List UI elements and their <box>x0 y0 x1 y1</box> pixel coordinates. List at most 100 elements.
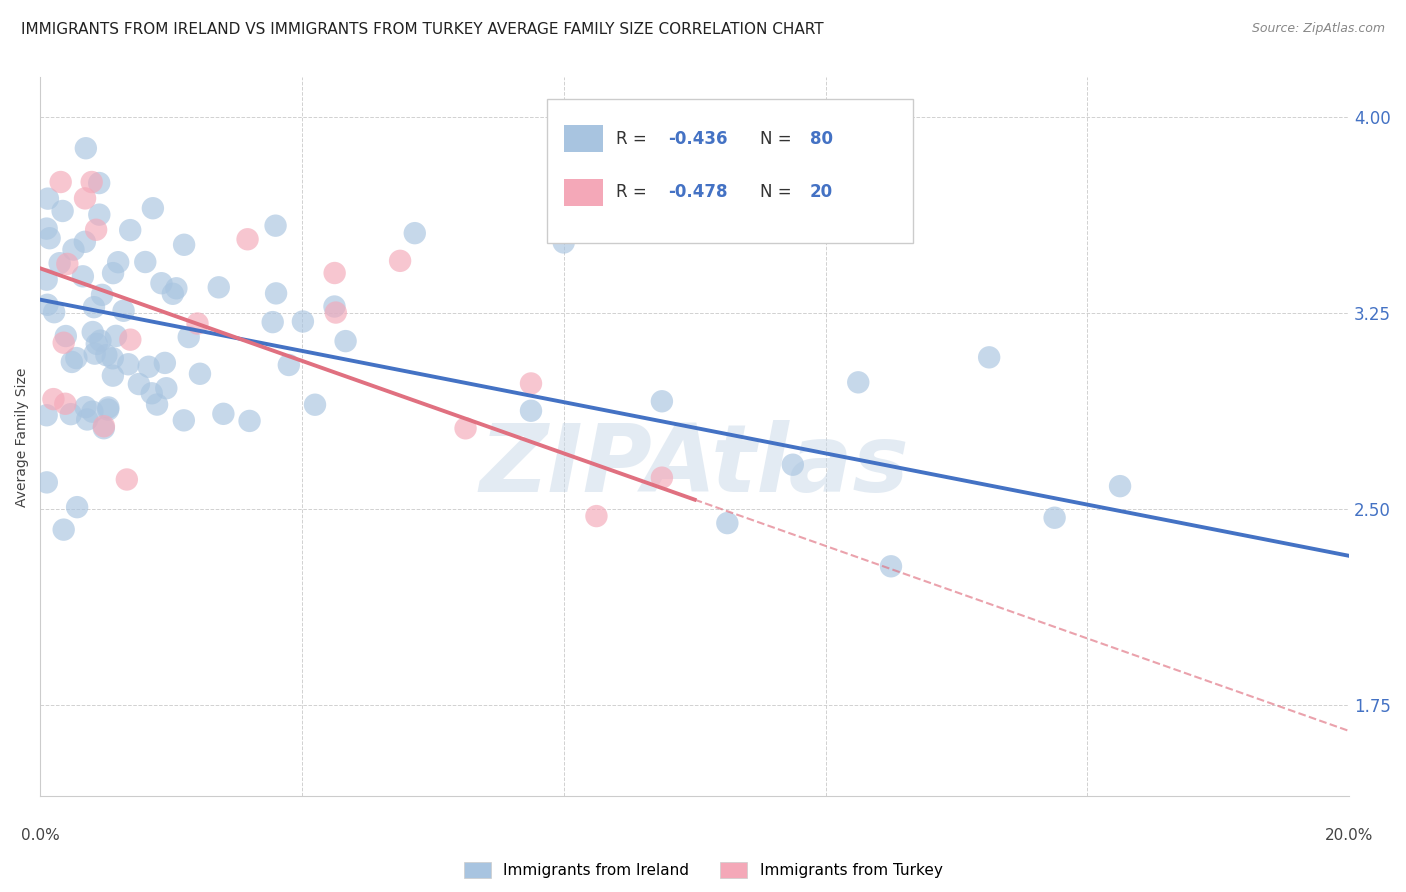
Point <box>96 348 118 362</box>
Text: -0.478: -0.478 <box>668 184 728 202</box>
Point <box>520 403 543 417</box>
Bar <box>564 125 603 153</box>
Point <box>277 358 299 372</box>
Point <box>82 325 104 339</box>
Point <box>238 414 260 428</box>
Text: -0.436: -0.436 <box>668 129 728 147</box>
Point <box>264 286 287 301</box>
Point <box>323 266 346 280</box>
Point <box>35 409 58 423</box>
Point <box>262 315 284 329</box>
Point <box>107 255 129 269</box>
Point <box>553 235 575 250</box>
Point <box>304 398 326 412</box>
Text: N =: N = <box>761 129 797 147</box>
Point <box>89 208 111 222</box>
Point <box>82 405 104 419</box>
Text: 20: 20 <box>810 184 832 202</box>
Text: IMMIGRANTS FROM IRELAND VS IMMIGRANTS FROM TURKEY AVERAGE FAMILY SIZE CORRELATIO: IMMIGRANTS FROM IRELAND VS IMMIGRANTS FR… <box>21 22 824 37</box>
Point <box>97 402 120 417</box>
Point <box>335 334 357 348</box>
Point <box>52 204 75 219</box>
Point <box>264 219 287 233</box>
Point <box>84 223 107 237</box>
Point <box>101 368 124 383</box>
Point <box>651 394 673 409</box>
Point <box>44 305 66 319</box>
Point <box>1043 510 1066 524</box>
Point <box>115 473 138 487</box>
Y-axis label: Average Family Size: Average Family Size <box>15 368 30 507</box>
Point <box>173 413 195 427</box>
Point <box>83 300 105 314</box>
Text: R =: R = <box>616 129 652 147</box>
Point <box>75 400 97 414</box>
Point <box>585 509 607 524</box>
Point <box>76 412 98 426</box>
Point <box>146 398 169 412</box>
Point <box>38 231 60 245</box>
Legend: Immigrants from Ireland, Immigrants from Turkey: Immigrants from Ireland, Immigrants from… <box>457 856 949 884</box>
Point <box>37 192 59 206</box>
Point <box>188 367 211 381</box>
Point <box>134 255 156 269</box>
Point <box>75 141 97 155</box>
Point <box>454 421 477 435</box>
Point <box>291 314 314 328</box>
Text: 20.0%: 20.0% <box>1324 828 1374 843</box>
Point <box>325 305 347 319</box>
Point <box>177 330 200 344</box>
Point <box>117 357 139 371</box>
Point <box>52 523 75 537</box>
Point <box>782 458 804 472</box>
Point <box>73 235 96 249</box>
Point <box>55 329 77 343</box>
Point <box>59 407 82 421</box>
Point <box>48 256 70 270</box>
Point <box>89 334 111 348</box>
Point <box>979 351 1001 365</box>
Point <box>93 419 115 434</box>
Point <box>101 266 124 280</box>
FancyBboxPatch shape <box>547 99 914 243</box>
Point <box>97 401 120 415</box>
Point <box>138 359 160 374</box>
Text: ZIPAtlas: ZIPAtlas <box>479 419 910 512</box>
Text: 0.0%: 0.0% <box>21 828 59 843</box>
Point <box>651 470 673 484</box>
Point <box>83 346 105 360</box>
Text: 80: 80 <box>810 129 832 147</box>
Point <box>716 516 738 530</box>
Bar <box>564 178 603 206</box>
Point <box>155 381 177 395</box>
Point <box>186 317 208 331</box>
Point <box>101 351 124 366</box>
Point <box>42 392 65 406</box>
Point <box>153 356 176 370</box>
Point <box>389 253 412 268</box>
Point <box>142 201 165 215</box>
Point <box>150 277 173 291</box>
Point <box>173 237 195 252</box>
Point <box>120 333 142 347</box>
Point <box>49 175 72 189</box>
Point <box>846 376 869 390</box>
Point <box>66 500 89 515</box>
Point <box>37 298 59 312</box>
Point <box>86 336 108 351</box>
Point <box>35 221 58 235</box>
Point <box>80 175 103 189</box>
Point <box>141 386 163 401</box>
Point <box>62 243 84 257</box>
Text: N =: N = <box>761 184 797 202</box>
Point <box>35 475 58 490</box>
Point <box>53 397 76 411</box>
Point <box>93 421 115 435</box>
Point <box>72 269 94 284</box>
Point <box>105 329 128 343</box>
Point <box>60 355 83 369</box>
Text: R =: R = <box>616 184 652 202</box>
Point <box>236 232 259 246</box>
Point <box>120 223 142 237</box>
Point <box>520 376 543 391</box>
